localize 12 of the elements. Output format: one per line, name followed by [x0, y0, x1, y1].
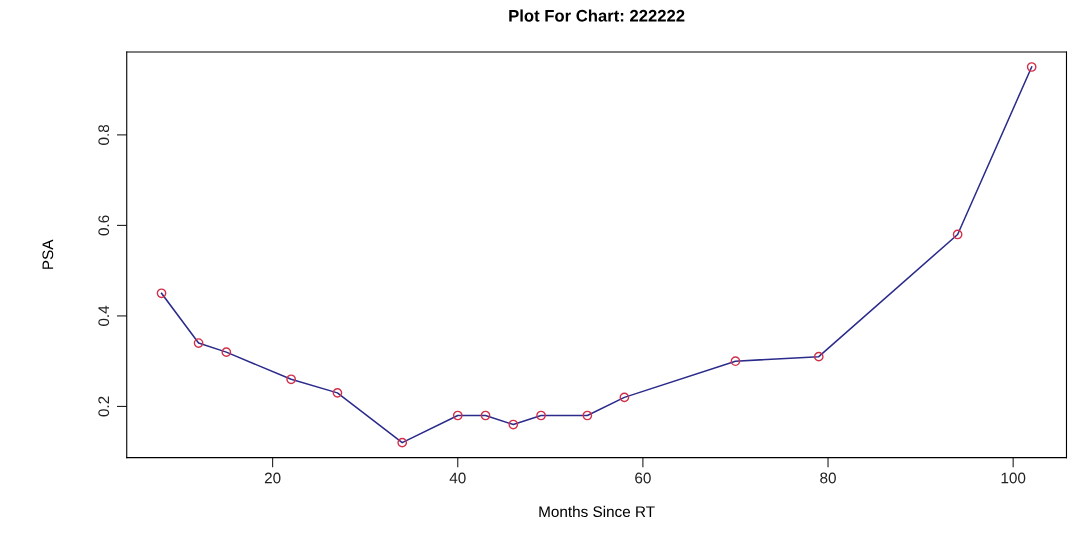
y-tick-label: 0.4 [98, 305, 110, 326]
chart-title: Plot For Chart: 222222 [509, 9, 685, 22]
y-axis-title: PSA [42, 239, 54, 269]
x-axis-title: Months Since RT [539, 505, 655, 518]
x-tick-label: 40 [449, 472, 466, 484]
x-tick-label: 20 [264, 472, 281, 484]
x-tick-label: 100 [1001, 472, 1026, 484]
y-tick-label: 0.2 [98, 396, 110, 417]
x-tick-label: 60 [635, 472, 651, 484]
y-tick-label: 0.6 [98, 215, 110, 236]
x-tick-label: 80 [820, 472, 836, 484]
y-tick-label: 0.8 [98, 124, 110, 145]
